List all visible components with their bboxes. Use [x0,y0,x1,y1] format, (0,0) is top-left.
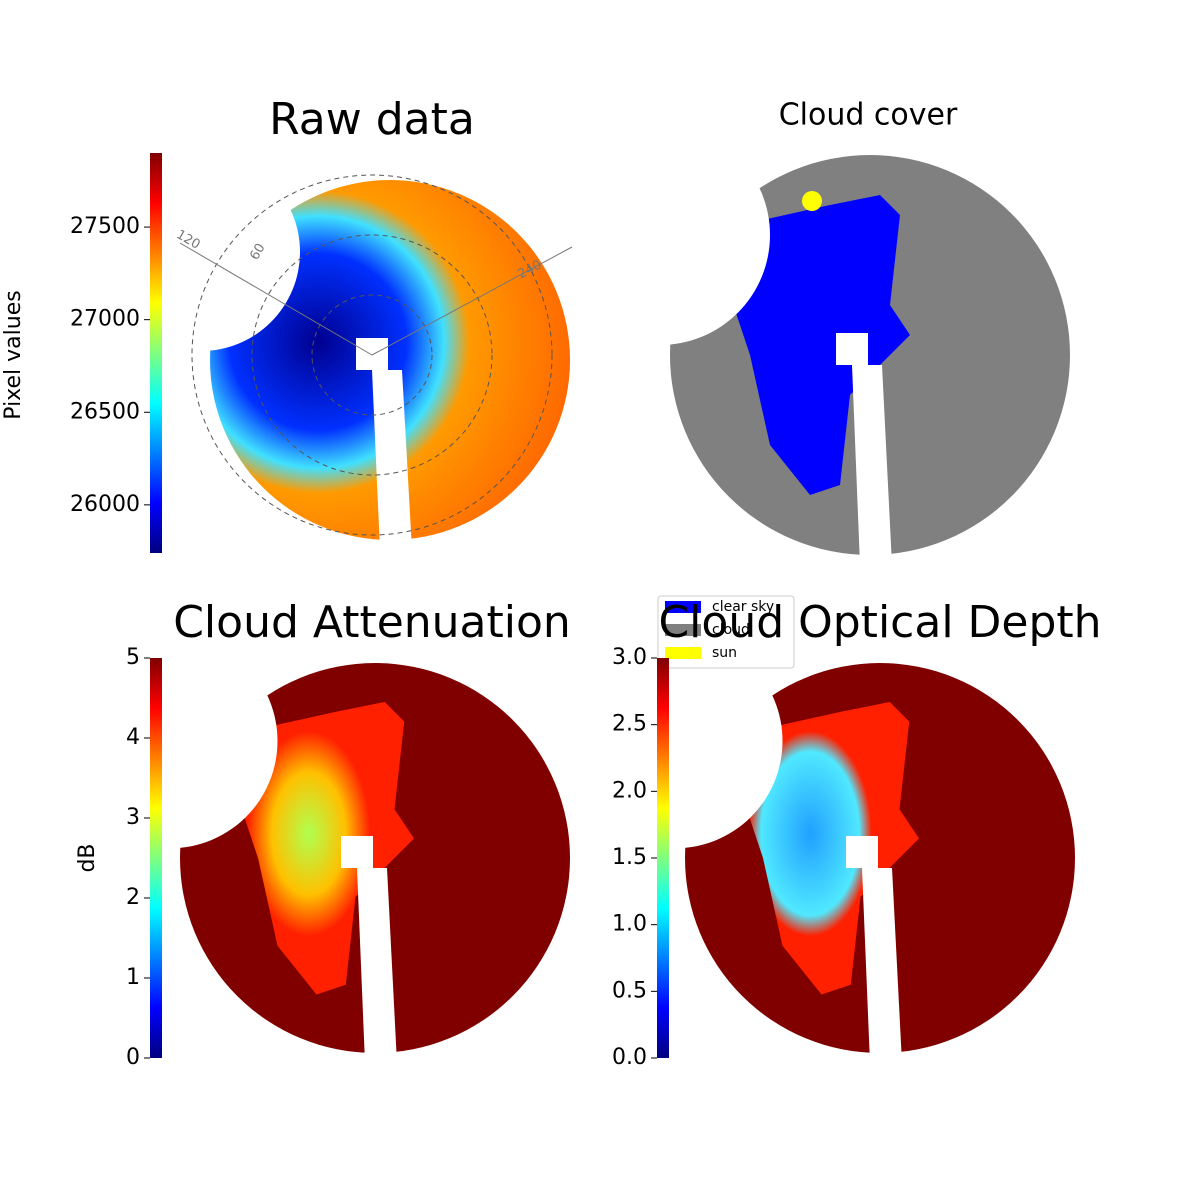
polar-label: 60 [247,241,268,263]
colorbar-tick-label: 27500 [70,214,140,239]
polar-grid [191,174,553,536]
arm-mask [357,868,397,1063]
polar-grid [311,294,433,416]
colorbar [150,658,162,1058]
colorbar-tick-label: 1.0 [612,912,647,937]
legend-swatch [665,624,701,636]
arm-mask [862,868,902,1063]
legend-label: clear sky [712,599,774,615]
colorbar-tick-label: 0 [126,1045,140,1070]
horizon-mask [63,633,278,849]
horizon-mask [550,125,770,345]
clear-region [730,195,910,495]
panel-title: Cloud Attenuation [173,597,571,648]
colorbar-label: Pixel values [1,290,26,419]
legend-swatch [665,601,701,613]
colorbar-tick-label: 3.0 [612,645,647,670]
colorbar-tick-label: 27000 [70,307,140,332]
colorbar-tick-label: 26500 [70,399,140,424]
horizon-mask [568,633,783,849]
colorbar-tick-label: 3 [126,805,140,830]
colorbar-label: dB [75,843,100,872]
arm-mask [846,836,878,868]
arm-mask [372,370,412,550]
colorbar-tick-label: 5 [126,645,140,670]
clear-region [743,702,919,995]
colorbar-tick-label: 2.5 [612,712,647,737]
colorbar-tick-label: 4 [126,725,140,750]
colorbar [657,658,669,1058]
arm-mask [836,333,868,365]
sky-disk [210,180,570,540]
panel-title: Raw data [269,94,475,145]
legend-swatch [665,647,701,659]
arm-mask [341,836,373,868]
colorbar-tick-label: 0.5 [612,978,647,1003]
arm-mask [356,338,388,370]
colorbar-tick-label: 26000 [70,492,140,517]
colorbar-tick-label: 2 [126,885,140,910]
colorbar [150,153,162,553]
colorbar-tick-label: 1.5 [612,845,647,870]
clear-region [238,702,414,995]
colorbar-tick-label: 2.0 [612,778,647,803]
sun [802,191,822,211]
polar-axis [371,246,573,356]
sky-images [63,125,1075,1063]
legend-label: sun [712,645,737,661]
colorbar-tick-label: 0.0 [612,1045,647,1070]
legend: clear sky cloud sun [657,595,795,669]
panel-title: Cloud Optical Depth [658,597,1101,648]
panel-title: Cloud cover [779,98,958,133]
legend-label: cloud [712,622,750,638]
polar-axis [179,242,373,356]
polar-grid [251,234,493,476]
arm-mask [852,365,892,565]
colorbar-tick-label: 1 [126,965,140,990]
